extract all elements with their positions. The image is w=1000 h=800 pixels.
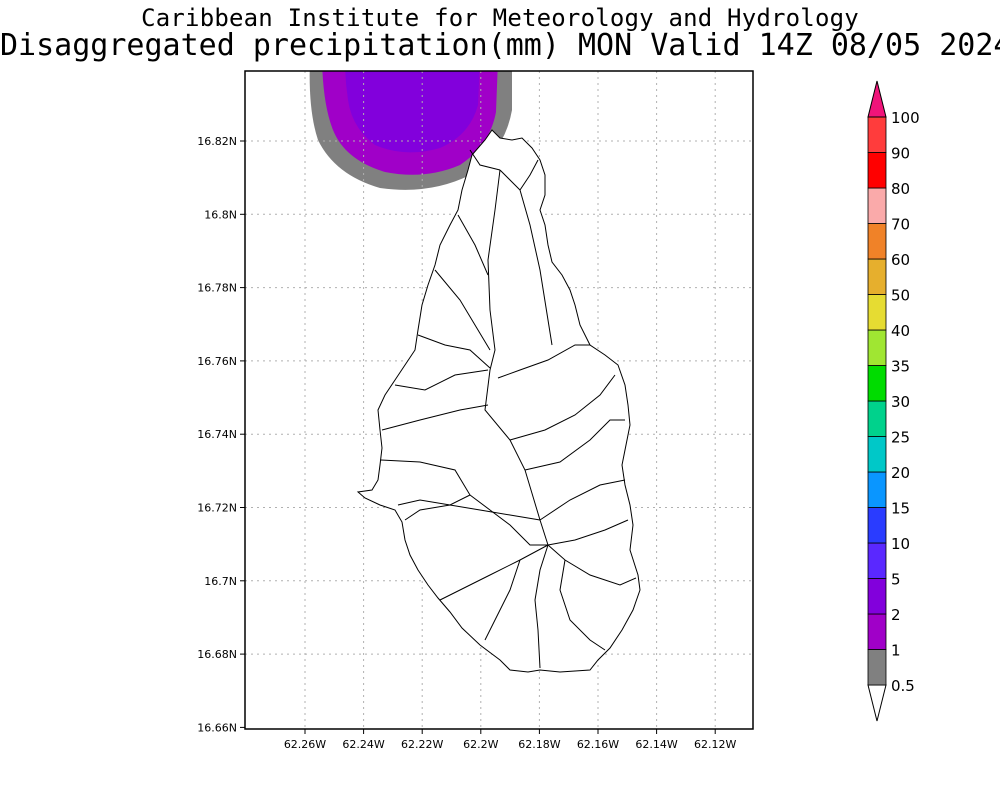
lon-tick-label: 62.16W [577,738,619,751]
colorbar-label: 0.5 [891,677,915,695]
colorbar-label: 100 [891,109,920,127]
colorbar-label: 80 [891,180,910,198]
colorbar-swatch [867,400,887,437]
latitude-tick-labels: 16.82N 16.8N 16.78N 16.76N 16.74N 16.72N 16.7N… [197,135,245,734]
colorbar-top-arrow [867,80,887,118]
title-line-1: Caribbean Institute for Meteorology and … [141,4,859,32]
colorbar-label: 70 [891,216,910,234]
colorbar-swatch [867,258,887,295]
lat-tick-label: 16.68N [197,648,237,661]
colorbar-label: 25 [891,429,910,447]
colorbar-swatch [867,471,887,508]
colorbar-swatch [867,507,887,544]
lat-tick-label: 16.74N [197,428,237,441]
lon-tick-label: 62.12W [694,738,736,751]
lat-tick-label: 16.8N [204,208,237,221]
lon-tick-label: 62.18W [518,738,560,751]
precip-contour-2 [345,71,480,153]
island-outline [356,129,641,673]
colorbar-label: 35 [891,358,910,376]
title-line-2: Disaggregated precipitation(mm) MON Vali… [0,28,1000,63]
colorbar-label: 90 [891,145,910,163]
colorbar-swatch [867,152,887,189]
watershed-lines [379,149,637,669]
colorbar-label: 5 [891,571,901,589]
lat-tick-label: 16.7N [204,575,237,588]
colorbar-swatch [867,187,887,224]
colorbar-swatch [867,294,887,331]
colorbar-swatch [867,365,887,402]
lat-tick-label: 16.78N [197,282,237,295]
lon-tick-label: 62.14W [635,738,677,751]
colorbar-swatch [867,223,887,260]
coastline [356,129,641,673]
colorbar-swatch [867,542,887,579]
colorbar-label: 1 [891,642,901,660]
lat-tick-label: 16.66N [197,721,237,734]
colorbar-swatch [867,649,887,686]
colorbar-label: 10 [891,535,910,553]
colorbar-label: 2 [891,606,901,624]
plot-frame [244,70,754,730]
colorbar-swatch [867,578,887,615]
colorbar-swatch [867,329,887,366]
lat-tick-label: 16.76N [197,355,237,368]
colorbar-label: 20 [891,464,910,482]
lon-tick-label: 62.22W [401,738,443,751]
colorbar-label: 40 [891,322,910,340]
longitude-tick-labels: 62.26W 62.24W 62.22W 62.2W 62.18W 62.16W 62.14… [284,729,737,751]
colorbar-label: 30 [891,393,910,411]
lon-tick-label: 62.2W [463,738,498,751]
lon-tick-label: 62.24W [342,738,384,751]
colorbar-bottom-arrow [867,684,887,722]
colorbar-label: 50 [891,287,910,305]
colorbar-swatch [867,613,887,650]
colorbar-swatch [867,436,887,473]
colorbar-label: 60 [891,251,910,269]
lat-tick-label: 16.82N [197,135,237,148]
lat-tick-label: 16.72N [197,502,237,515]
lon-tick-label: 62.26W [284,738,326,751]
precip-field [309,71,512,190]
colorbar-swatch [867,116,887,153]
colorbar-label: 15 [891,500,910,518]
